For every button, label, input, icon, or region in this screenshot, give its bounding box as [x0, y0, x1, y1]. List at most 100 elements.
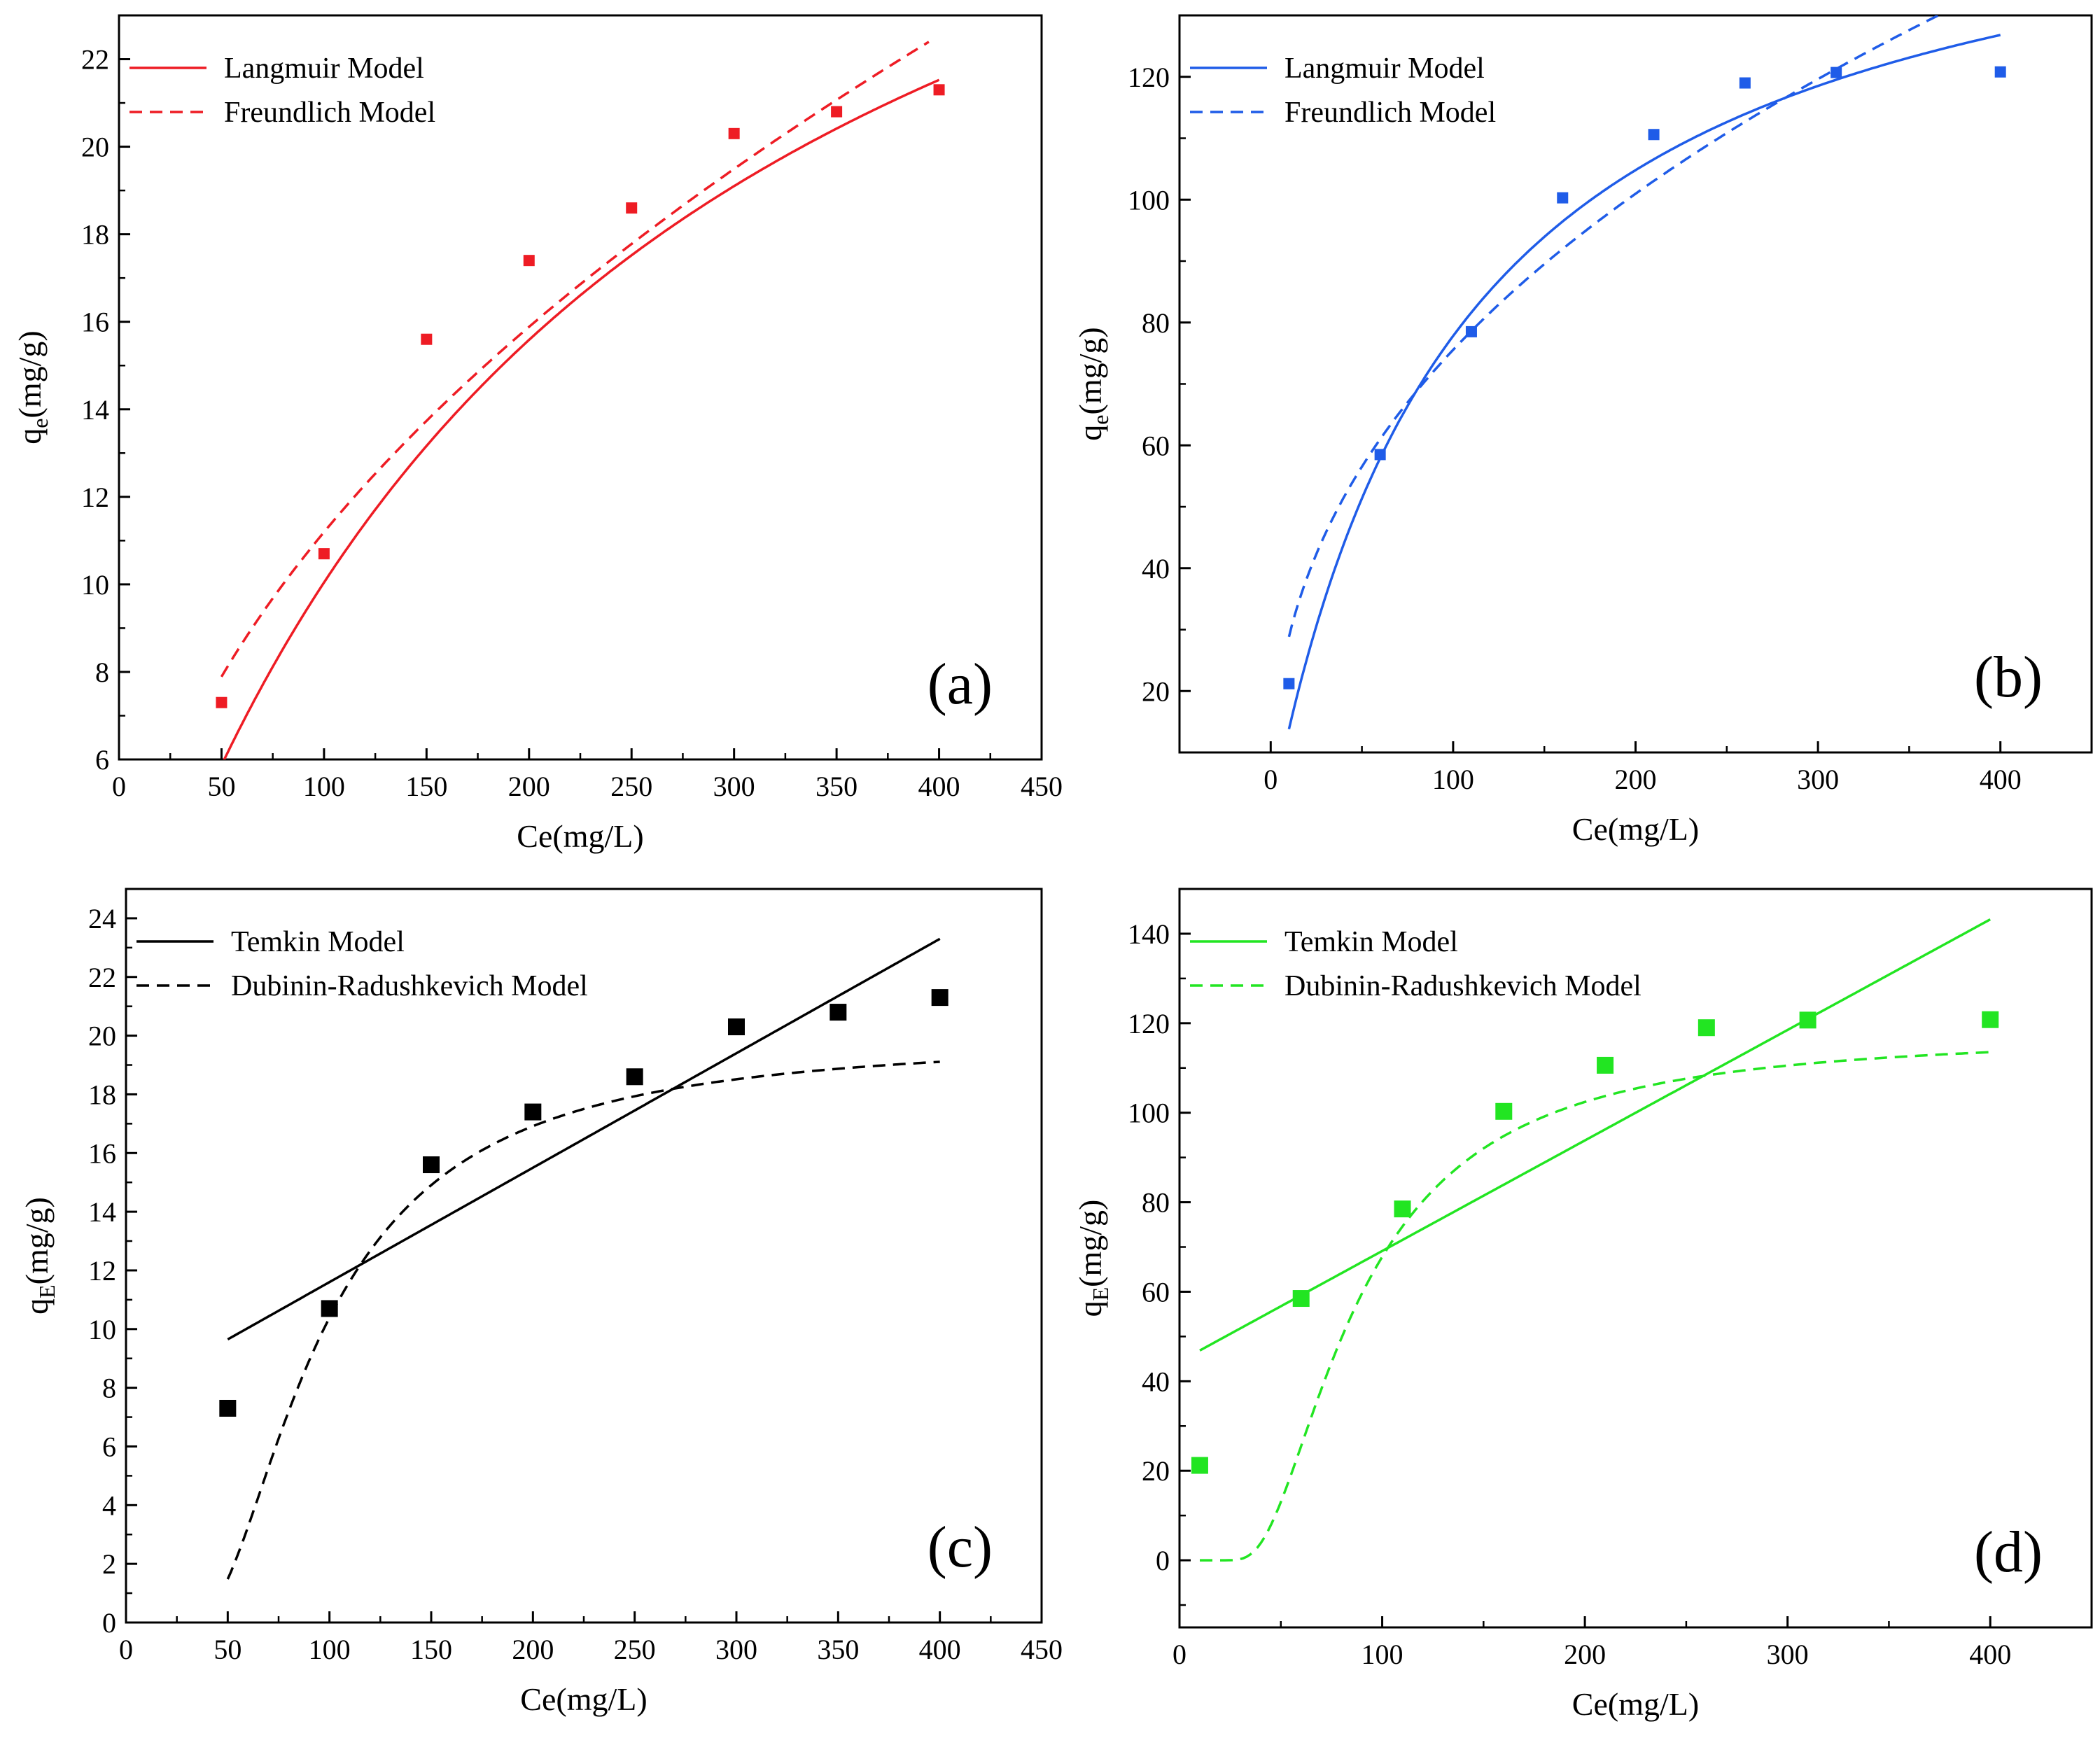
y-tick-label: 60 [1142, 1276, 1170, 1308]
data-point [1799, 1011, 1816, 1029]
solid-model-curve [227, 937, 941, 1341]
x-tick-label: 200 [1615, 764, 1657, 795]
data-point [318, 548, 330, 560]
x-axis-title: Ce(mg/L) [1572, 1686, 1699, 1722]
y-tick-label: 120 [1128, 62, 1170, 93]
y-tick-label: 8 [102, 1373, 116, 1404]
y-axis-title-unit: (mg/g) [1072, 327, 1108, 414]
y-axis-title-main: q [19, 1298, 55, 1315]
x-tick-label: 300 [1767, 1639, 1809, 1670]
y-tick-label: 100 [1128, 1098, 1170, 1129]
y-tick-label: 2 [102, 1548, 116, 1580]
data-point [1557, 192, 1569, 204]
y-tick-label: 18 [81, 219, 109, 251]
chart-panel-d: 0 100 200 300 400 0 20 40 60 80 100 120 140 Ce(mg/L) q… [1072, 888, 2093, 1722]
x-tick-label: 100 [309, 1634, 351, 1665]
y-tick-label: 20 [88, 1021, 116, 1052]
y-axis-title-main: q [1072, 425, 1108, 441]
x-tick-label: 200 [508, 771, 550, 802]
data-point [1597, 1056, 1614, 1074]
legend-label-solid: Temkin Model [1284, 926, 1458, 958]
data-point [1465, 325, 1477, 337]
y-tick-label: 120 [1128, 1008, 1170, 1039]
x-tick-label: 400 [1980, 764, 2022, 795]
x-tick-label: 150 [405, 771, 447, 802]
data-point [1191, 1457, 1208, 1474]
y-tick-label: 60 [1142, 430, 1170, 461]
chart-panel-b: 0 100 200 300 400 20 40 60 80 100 120 Ce(mg/L) qe(mg… [1072, 14, 2093, 847]
data-point [831, 106, 843, 118]
data-point [1698, 1019, 1715, 1037]
x-tick-label: 0 [1172, 1639, 1186, 1670]
y-axis-title: qe(mg/g) [12, 330, 52, 444]
y-tick-label: 8 [95, 657, 109, 688]
x-tick-label: 400 [918, 771, 960, 802]
x-tick-label: 350 [817, 1634, 859, 1665]
y-tick-label: 4 [102, 1490, 116, 1521]
data-point [1739, 77, 1751, 89]
y-tick-label: 12 [81, 482, 109, 513]
y-tick-label: 16 [81, 307, 109, 338]
solid-model-curve [1287, 34, 2001, 730]
x-tick-label: 100 [1362, 1639, 1404, 1670]
y-axis-title-unit: (mg/g) [12, 330, 48, 418]
solid-model-curve [1199, 918, 1991, 1352]
x-tick-label: 200 [512, 1634, 554, 1665]
data-point [728, 127, 740, 139]
dashed-model-curve [1200, 1051, 1991, 1562]
data-point [626, 1068, 643, 1086]
y-tick-label: 40 [1142, 1366, 1170, 1397]
x-axis-title: Ce(mg/L) [517, 818, 643, 854]
data-point [728, 1018, 745, 1036]
y-tick-label: 16 [88, 1137, 116, 1169]
data-point [321, 1300, 338, 1317]
y-axis-title-main: q [12, 428, 48, 444]
x-tick-label: 250 [614, 1634, 656, 1665]
legend-label-dashed: Freundlich Model [224, 97, 435, 129]
panel-label: (d) [1974, 1520, 2043, 1585]
y-axis-title: qE(mg/g) [19, 1197, 59, 1315]
y-tick-label: 80 [1142, 307, 1170, 339]
y-tick-label: 6 [102, 1431, 116, 1462]
y-tick-label: 140 [1128, 918, 1170, 950]
y-tick-label: 12 [88, 1255, 116, 1287]
x-tick-label: 150 [410, 1634, 452, 1665]
data-point [1830, 66, 1842, 78]
x-tick-label: 100 [303, 771, 345, 802]
dashed-model-curve [226, 1060, 940, 1580]
x-tick-label: 0 [119, 1634, 133, 1665]
x-tick-label: 0 [112, 771, 126, 802]
x-tick-label: 250 [610, 771, 652, 802]
x-tick-label: 300 [715, 1634, 757, 1665]
data-point [1283, 678, 1295, 689]
y-tick-label: 80 [1142, 1187, 1170, 1219]
y-tick-label: 22 [88, 962, 116, 993]
chart-panel-a: 0 50 100 150 200 250 300 350 400 450 6 8 10 12 14 16 18 2… [12, 14, 1063, 854]
data-point [1292, 1290, 1310, 1308]
x-tick-label: 0 [1264, 764, 1278, 795]
solid-model-curve [223, 78, 940, 759]
y-tick-label: 20 [1142, 1455, 1170, 1487]
y-tick-label: 6 [95, 744, 109, 776]
y-tick-label: 24 [88, 903, 116, 934]
data-point [931, 989, 948, 1007]
legend-label-solid: Langmuir Model [1284, 52, 1485, 85]
data-point [1648, 129, 1660, 141]
y-axis-title-main: q [1072, 1301, 1108, 1317]
y-tick-label: 40 [1142, 553, 1170, 584]
curve-group [220, 41, 940, 759]
y-axis-title: qE(mg/g) [1072, 1200, 1113, 1317]
y-tick-label: 0 [1156, 1545, 1170, 1576]
plot-frame [1178, 888, 2093, 1629]
y-axis-title-sub: e [1088, 415, 1113, 425]
data-point [1394, 1200, 1411, 1218]
y-tick-label: 14 [81, 394, 109, 426]
x-axis-title: Ce(mg/L) [520, 1681, 647, 1717]
x-tick-label: 400 [1969, 1639, 2011, 1670]
panel-label: (b) [1974, 645, 2043, 710]
y-axis-title-sub: E [1088, 1287, 1113, 1301]
x-axis-title: Ce(mg/L) [1572, 811, 1699, 847]
curve-group [1199, 918, 1991, 1562]
y-tick-label: 22 [81, 44, 109, 76]
